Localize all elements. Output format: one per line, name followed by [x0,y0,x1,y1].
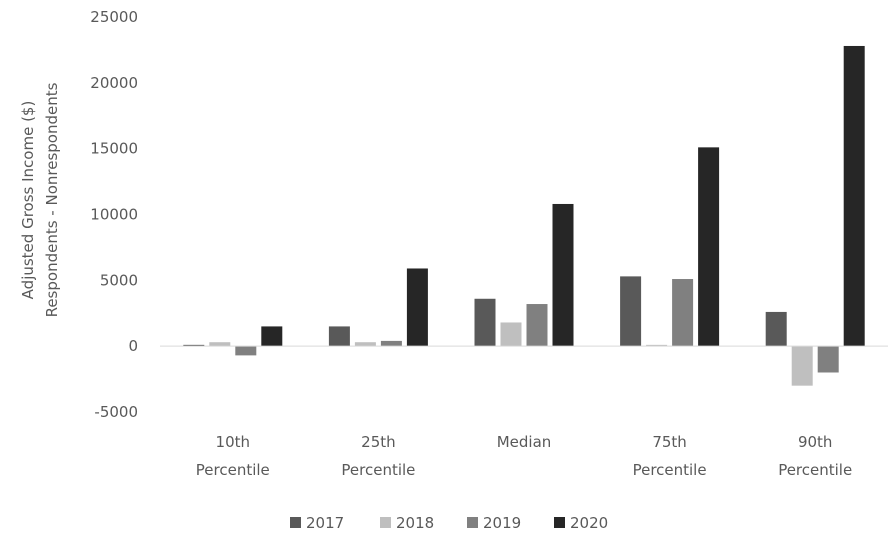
legend-label-2020: 2020 [570,514,608,532]
bar-2018-1 [354,342,376,347]
x-tick-label-line2: Percentile [341,461,415,479]
bar-2019-1 [380,340,402,347]
bar-2020-2 [552,203,574,347]
x-tick-label: 10th [216,433,250,451]
legend-label-2019: 2019 [483,514,521,532]
legend-label-2017: 2017 [306,514,344,532]
y-axis-label: Adjusted Gross Income ($) Respondents - N… [19,82,61,317]
bar-2018-0 [209,342,231,347]
legend-swatch-2018 [380,517,391,528]
y-tick-label: 25000 [90,8,138,26]
y-axis-label-line: Adjusted Gross Income ($) [19,101,37,300]
y-axis-ticks: -5000 0 5000 10000 15000 20000 25000 [90,8,138,421]
y-tick-label: 15000 [90,140,138,158]
legend-label-2018: 2018 [396,514,434,532]
bar-2019-0 [235,346,257,356]
y-tick-label: -5000 [94,403,138,421]
x-tick-label: 90th [798,433,832,451]
bar-2018-4 [791,346,813,386]
legend-swatch-2020 [554,517,565,528]
legend-swatch-2017 [290,517,301,528]
x-tick-label: 75th [652,433,686,451]
y-tick-label: 10000 [90,206,138,224]
x-tick-label: Median [497,433,552,451]
bar-2017-0 [183,344,205,347]
bar-2017-1 [328,326,350,347]
y-tick-label: 20000 [90,74,138,92]
bar-2017-3 [620,276,642,347]
x-tick-label-line2: Percentile [633,461,707,479]
bar-2020-1 [406,268,428,347]
bar-2018-3 [646,344,668,347]
bar-2019-4 [817,346,839,373]
x-tick-label-line2: Percentile [196,461,270,479]
y-tick-label: 0 [128,337,138,355]
bar-2020-3 [698,147,720,347]
legend-swatch-2019 [467,517,478,528]
y-tick-label: 5000 [100,271,138,289]
bar-2020-4 [843,45,865,347]
bar-2017-4 [765,311,787,347]
category-labels: 10th Percentile 25th Percentile Median 75th Pe… [196,433,852,479]
bars [183,45,865,386]
y-axis-label-line: Respondents - Nonrespondents [43,82,61,317]
bar-2019-3 [672,279,694,347]
legend: 2017 2018 2019 2020 [290,514,608,532]
bar-2017-2 [474,298,496,347]
bar-2019-2 [526,304,548,347]
x-tick-label: 25th [361,433,395,451]
x-tick-label-line2: Percentile [778,461,852,479]
bar-2018-2 [500,322,522,347]
bar-2020-0 [261,326,283,347]
